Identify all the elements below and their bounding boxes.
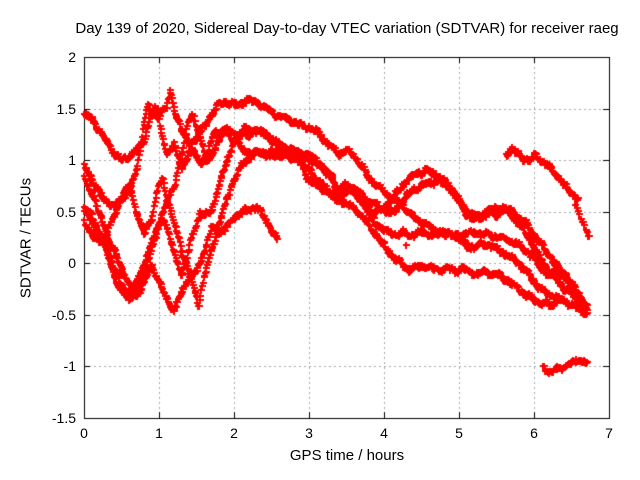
y-tick-label: 1.5 (56, 100, 76, 117)
x-tick-label: 3 (305, 425, 313, 441)
x-tick-label: 5 (455, 425, 463, 441)
y-tick-label: 2 (68, 49, 76, 65)
y-tick-label: -0.5 (51, 306, 76, 323)
y-tick-label: 0 (68, 255, 76, 272)
x-tick-label: 4 (380, 425, 388, 441)
y-tick-label: -1.5 (51, 410, 76, 426)
x-tick-label: 2 (230, 425, 238, 441)
x-tick-label: 0 (80, 425, 88, 441)
y-tick-label: -1 (63, 358, 76, 375)
y-tick-label: 0.5 (56, 203, 76, 220)
y-tick-label: 1 (68, 152, 76, 169)
y-axis-label: SDTVAR / TECUs (17, 177, 35, 299)
x-tick-label: 7 (605, 425, 613, 441)
x-axis-label: GPS time / hours (289, 447, 405, 464)
x-tick-label: 1 (155, 425, 163, 441)
x-tick-label: 6 (530, 425, 538, 441)
chart-title: Day 139 of 2020, Sidereal Day-to-day VTE… (75, 20, 619, 37)
